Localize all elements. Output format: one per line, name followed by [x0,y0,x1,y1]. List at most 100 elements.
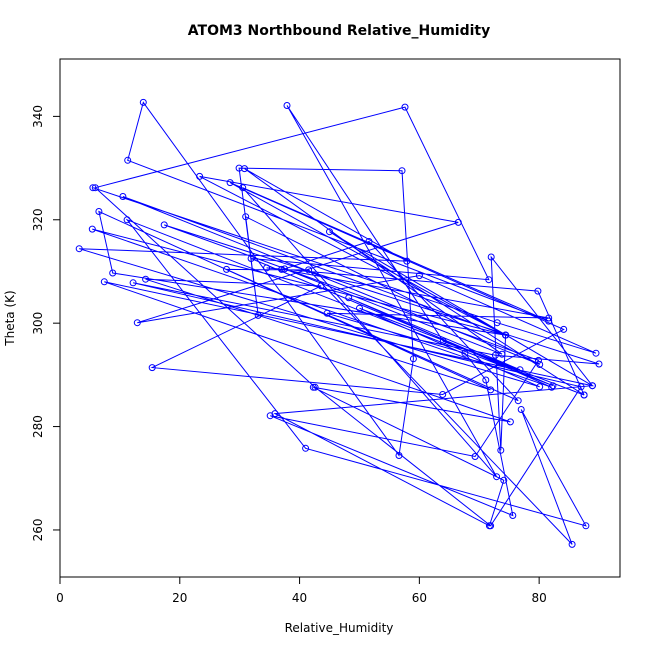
data-point [247,255,255,262]
data-point [311,383,319,391]
y-tick-label: 280 [31,415,45,438]
data-point [100,278,108,286]
data-point [124,156,132,164]
data-point [487,253,495,261]
data-point [415,272,423,280]
data-point [514,397,522,405]
chart-title: ATOM3 Northbound Relative_Humidity [188,23,490,39]
data-point [439,337,447,345]
data-point [509,512,517,519]
data-point [403,257,411,265]
data-point [491,351,499,359]
data-point [75,245,83,253]
x-axis: 0 20 40 60 80 [56,577,547,605]
data-point [263,264,271,272]
y-tick-label: 320 [31,208,45,231]
data-point [317,282,325,290]
data-point [580,391,588,399]
data-point [89,184,97,192]
data-point [283,102,291,109]
data-point [148,364,156,372]
data-point [129,279,137,287]
data-point [356,304,363,312]
data-point [119,193,127,200]
data-point [95,208,103,215]
plot-frame [59,58,621,578]
x-tick-label: 20 [172,591,187,605]
data-point [548,383,556,391]
x-tick-label: 60 [412,591,427,605]
data-point [266,412,274,420]
data-point [582,522,590,530]
data-point [516,366,524,374]
data-point [123,216,131,224]
x-tick-label: 40 [292,591,307,605]
series-layer [75,98,603,548]
data-point [398,167,406,175]
data-point [577,383,585,391]
data-point [235,164,243,172]
data-point [506,418,514,426]
data-point [568,540,576,548]
data-point [139,98,147,106]
data-point [517,406,525,413]
y-axis-label: Theta (K) [3,290,17,346]
data-point [239,184,247,192]
x-axis-label: Relative_Humidity [285,621,394,635]
data-point [278,265,286,273]
data-point [534,287,542,295]
data-point [242,213,250,221]
data-point [160,221,168,229]
data-point [471,453,479,460]
data-point [142,275,150,283]
data-point [549,382,557,390]
data-point [454,218,462,226]
data-point [588,382,596,390]
data-point [493,319,501,327]
x-tick-label: 80 [532,591,547,605]
data-point [365,238,373,245]
data-point [493,473,501,481]
y-tick-label: 300 [31,312,45,335]
data-point [305,266,313,274]
data-point [326,228,333,236]
data-point [500,476,508,484]
data-point [545,317,553,325]
data-point [281,265,289,273]
data-point [535,356,542,364]
data-point [487,522,495,530]
data-point [88,225,96,233]
data-point [345,294,353,302]
series-line [79,101,600,545]
data-point [323,309,331,317]
data-point [401,103,409,111]
data-point [133,319,141,327]
data-point [254,311,262,319]
data-point [439,391,447,398]
data-point [226,179,234,187]
data-point [595,360,603,368]
data-point [592,349,600,357]
data-point [91,184,99,192]
data-point [487,386,495,394]
data-point [536,361,544,368]
data-point [302,444,310,452]
data-point [241,165,248,173]
data-point [536,383,544,391]
data-point [485,276,493,284]
data-point [395,452,403,459]
y-axis: 260 280 300 320 340 [31,105,60,541]
x-tick-label: 0 [56,591,64,605]
data-point [461,349,469,357]
data-point [109,269,117,277]
y-tick-label: 260 [31,519,45,542]
data-point [498,350,506,358]
data-point [482,376,490,384]
data-point [545,314,553,322]
data-point [497,446,505,454]
data-point [502,331,510,339]
data-point [196,172,204,180]
data-point [409,355,417,363]
data-point [560,325,568,333]
